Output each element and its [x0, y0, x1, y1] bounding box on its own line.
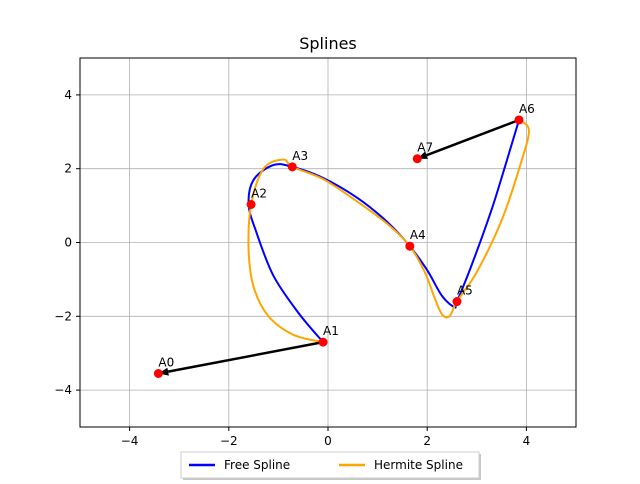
x-tick-label: 0 [324, 434, 332, 448]
legend: Free Spline Hermite Spline [180, 451, 481, 480]
control-point [318, 337, 328, 347]
tangent-arrow-shaft [167, 340, 324, 373]
tangent-arrow-shaft [426, 118, 520, 157]
control-point-label: A2 [251, 186, 267, 200]
free-spline-line [247, 119, 520, 343]
axis-ticks: −4 −2 0 2 4 −4 −2 0 2 4 [54, 88, 530, 448]
control-point [405, 241, 415, 251]
x-tick-label: −2 [220, 434, 238, 448]
control-points: A0 A1 A2 A3 A4 A5 A6 A7 [153, 102, 535, 378]
y-tick-label: 2 [64, 162, 72, 176]
control-point [246, 199, 256, 209]
control-point-label: A3 [292, 149, 308, 163]
x-tick-label: 4 [523, 434, 531, 448]
series-group [247, 119, 530, 344]
hermite-spline-line [247, 119, 530, 344]
control-point-label: A4 [410, 228, 426, 242]
control-point [514, 115, 524, 125]
grid [80, 58, 576, 427]
control-point-label: A1 [323, 324, 339, 338]
legend-label: Free Spline [224, 458, 290, 472]
legend-box [180, 451, 480, 479]
x-tick-label: 2 [423, 434, 431, 448]
control-point-label: A5 [457, 284, 473, 298]
control-point-label: A7 [417, 141, 433, 155]
y-tick-label: 4 [64, 88, 72, 102]
control-point [287, 162, 297, 172]
control-point [412, 154, 422, 164]
y-tick-label: −2 [54, 309, 72, 323]
chart-title: Splines [299, 34, 357, 53]
control-point-label: A6 [519, 102, 535, 116]
control-point [153, 368, 163, 378]
control-point [452, 297, 462, 307]
legend-label: Hermite Spline [374, 458, 463, 472]
control-point-label: A0 [158, 355, 174, 369]
y-tick-label: 0 [64, 236, 72, 250]
y-tick-label: −4 [54, 383, 72, 397]
x-tick-label: −4 [121, 434, 139, 448]
